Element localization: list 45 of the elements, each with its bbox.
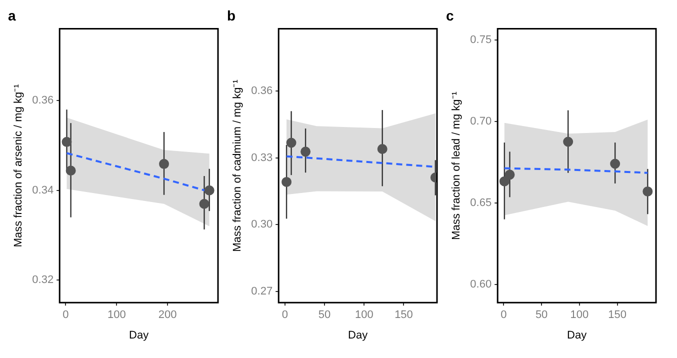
chart-title: b (227, 7, 236, 24)
x-axis-title: Day (567, 329, 588, 342)
y-tick-label: 0.36 (32, 94, 54, 107)
chart-title: c (446, 7, 454, 24)
point (159, 158, 170, 169)
point (66, 166, 76, 176)
y-axis-title: Mass fraction of lead / mg kg⁻¹ (450, 91, 463, 240)
point (377, 144, 388, 154)
point (610, 158, 620, 169)
y-axis-title: Mass fraction of arsenic / mg kg⁻¹ (12, 84, 25, 248)
point (563, 136, 574, 147)
y-tick-label: 0.65 (470, 197, 492, 210)
y-tick-label: 0.36 (251, 85, 273, 98)
y-tick-label: 0.34 (32, 184, 54, 196)
x-tick-label: 0 (282, 309, 288, 322)
x-tick-label: 100 (570, 309, 589, 322)
point (504, 170, 515, 180)
x-tick-label: 0 (62, 309, 69, 322)
chart-title: a (8, 7, 16, 24)
x-tick-label: 150 (394, 309, 413, 322)
point (499, 176, 510, 186)
y-tick-label: 0.32 (32, 274, 54, 286)
x-tick-label: 50 (318, 309, 331, 322)
x-tick-label: 50 (535, 309, 548, 322)
point (286, 138, 296, 148)
point (204, 185, 214, 196)
point (199, 198, 210, 209)
point (300, 146, 311, 157)
y-tick-label: 0.70 (470, 116, 492, 128)
x-tick-label: 200 (158, 309, 177, 322)
y-tick-label: 0.33 (251, 152, 273, 164)
point (282, 176, 292, 187)
x-tick-label: 150 (608, 309, 627, 322)
y-tick-label: 0.27 (251, 286, 273, 298)
x-tick-label: 0 (500, 309, 507, 322)
point (642, 186, 653, 196)
x-tick-label: 100 (354, 309, 374, 322)
x-axis-title: Day (129, 329, 150, 342)
x-axis-title: Day (348, 329, 368, 342)
y-tick-label: 0.30 (251, 218, 273, 231)
point (62, 136, 72, 147)
x-tick-label: 100 (107, 309, 126, 322)
y-axis-title: Mass fraction of cadmium / mg kg⁻¹ (232, 79, 244, 252)
y-tick-label: 0.60 (470, 278, 492, 291)
y-tick-label: 0.75 (470, 34, 492, 46)
